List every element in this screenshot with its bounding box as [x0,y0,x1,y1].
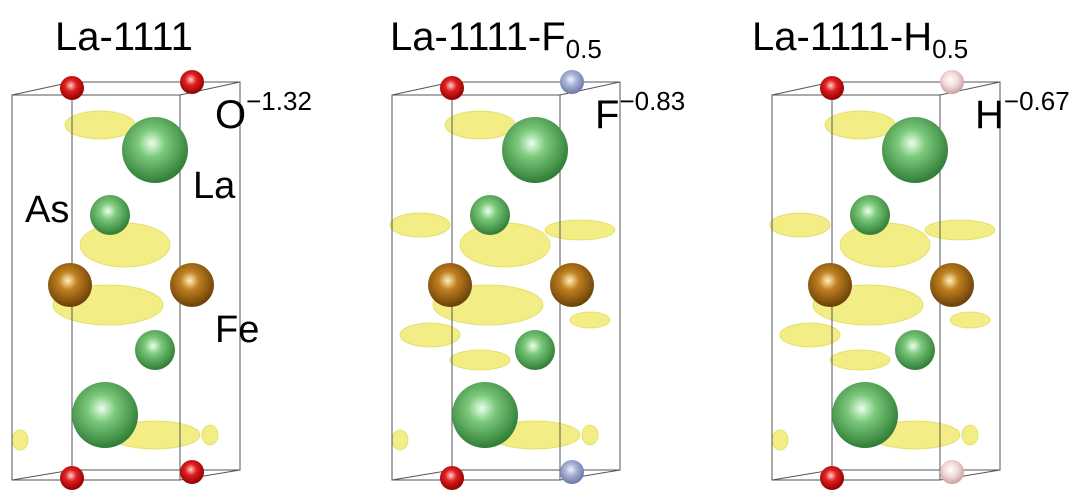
isosurface [780,323,840,347]
panel-title: La-1111-F0.5 [390,15,602,64]
isosurface [825,111,895,139]
as-atom [850,195,890,235]
isosurface [545,220,615,240]
la-atom [502,117,568,183]
anion-atom [940,460,964,484]
as-atom [515,330,555,370]
charge-superscript: −0.83 [619,86,685,116]
anion-atom [560,70,584,94]
species-symbol: F [595,93,619,137]
la-atom [452,382,518,448]
species-symbol: O [215,93,246,137]
title-main: La-1111 [55,15,193,59]
species-symbol: H [975,93,1004,137]
atom-label: As [25,189,69,231]
isosurface [770,213,830,237]
figure: La-1111O−1.32LaAsFeLa-1111-F0.5F−0.83La-… [0,0,1090,493]
charge-superscript: −1.32 [246,86,312,116]
title-main: La-1111-H [752,15,932,59]
isosurface [925,220,995,240]
atom-label: La [193,165,236,207]
la-atom [832,382,898,448]
panel-title: La-1111-H0.5 [752,15,968,64]
la-atom [882,117,948,183]
isosurface [582,425,598,445]
species-label: H−0.67 [975,86,1070,137]
isosurface [840,223,930,267]
as-atom [895,330,935,370]
title-main: La-1111-F [390,15,566,59]
species-label: F−0.83 [595,86,685,137]
isosurface [830,350,890,370]
isosurface [950,312,990,328]
as-atom [135,330,175,370]
isosurface [202,425,218,445]
title-subscript: 0.5 [932,34,968,64]
isosurface [460,223,550,267]
isosurface [772,430,788,450]
structure-panel: La-1111 O−1.32 La As Fe [12,15,312,490]
o-atom [60,466,84,490]
anion-atom [940,70,964,94]
structure-panel: La-1111-H0.5H−0.67 [752,15,1070,490]
isosurface [570,312,610,328]
isosurface [80,223,170,267]
isosurface [392,430,408,450]
o-atom [60,76,84,100]
as-atom [470,195,510,235]
charge-superscript: −0.67 [1004,86,1070,116]
la-atom [72,382,138,448]
fe-atom [48,263,92,307]
structure-panel: La-1111-F0.5 F−0.83 [390,15,685,490]
la-atom [122,117,188,183]
o-atom [820,76,844,100]
anion-atom [180,70,204,94]
fe-atom [428,263,472,307]
isosurface [962,425,978,445]
isosurface [445,111,515,139]
anion-atom [180,460,204,484]
atom-label: Fe [215,309,259,351]
o-atom [820,466,844,490]
o-atom [440,466,464,490]
isosurface [450,350,510,370]
fe-atom [170,263,214,307]
isosurface [12,430,28,450]
o-atom [440,76,464,100]
title-subscript: 0.5 [566,34,602,64]
anion-atom [560,460,584,484]
isosurface [65,111,135,139]
fe-atom [808,263,852,307]
isosurface [390,213,450,237]
panel-title: La-1111 [55,15,193,59]
species-label: O−1.32 [215,86,312,137]
isosurface [400,323,460,347]
as-atom [90,195,130,235]
fe-atom [550,263,594,307]
fe-atom [930,263,974,307]
